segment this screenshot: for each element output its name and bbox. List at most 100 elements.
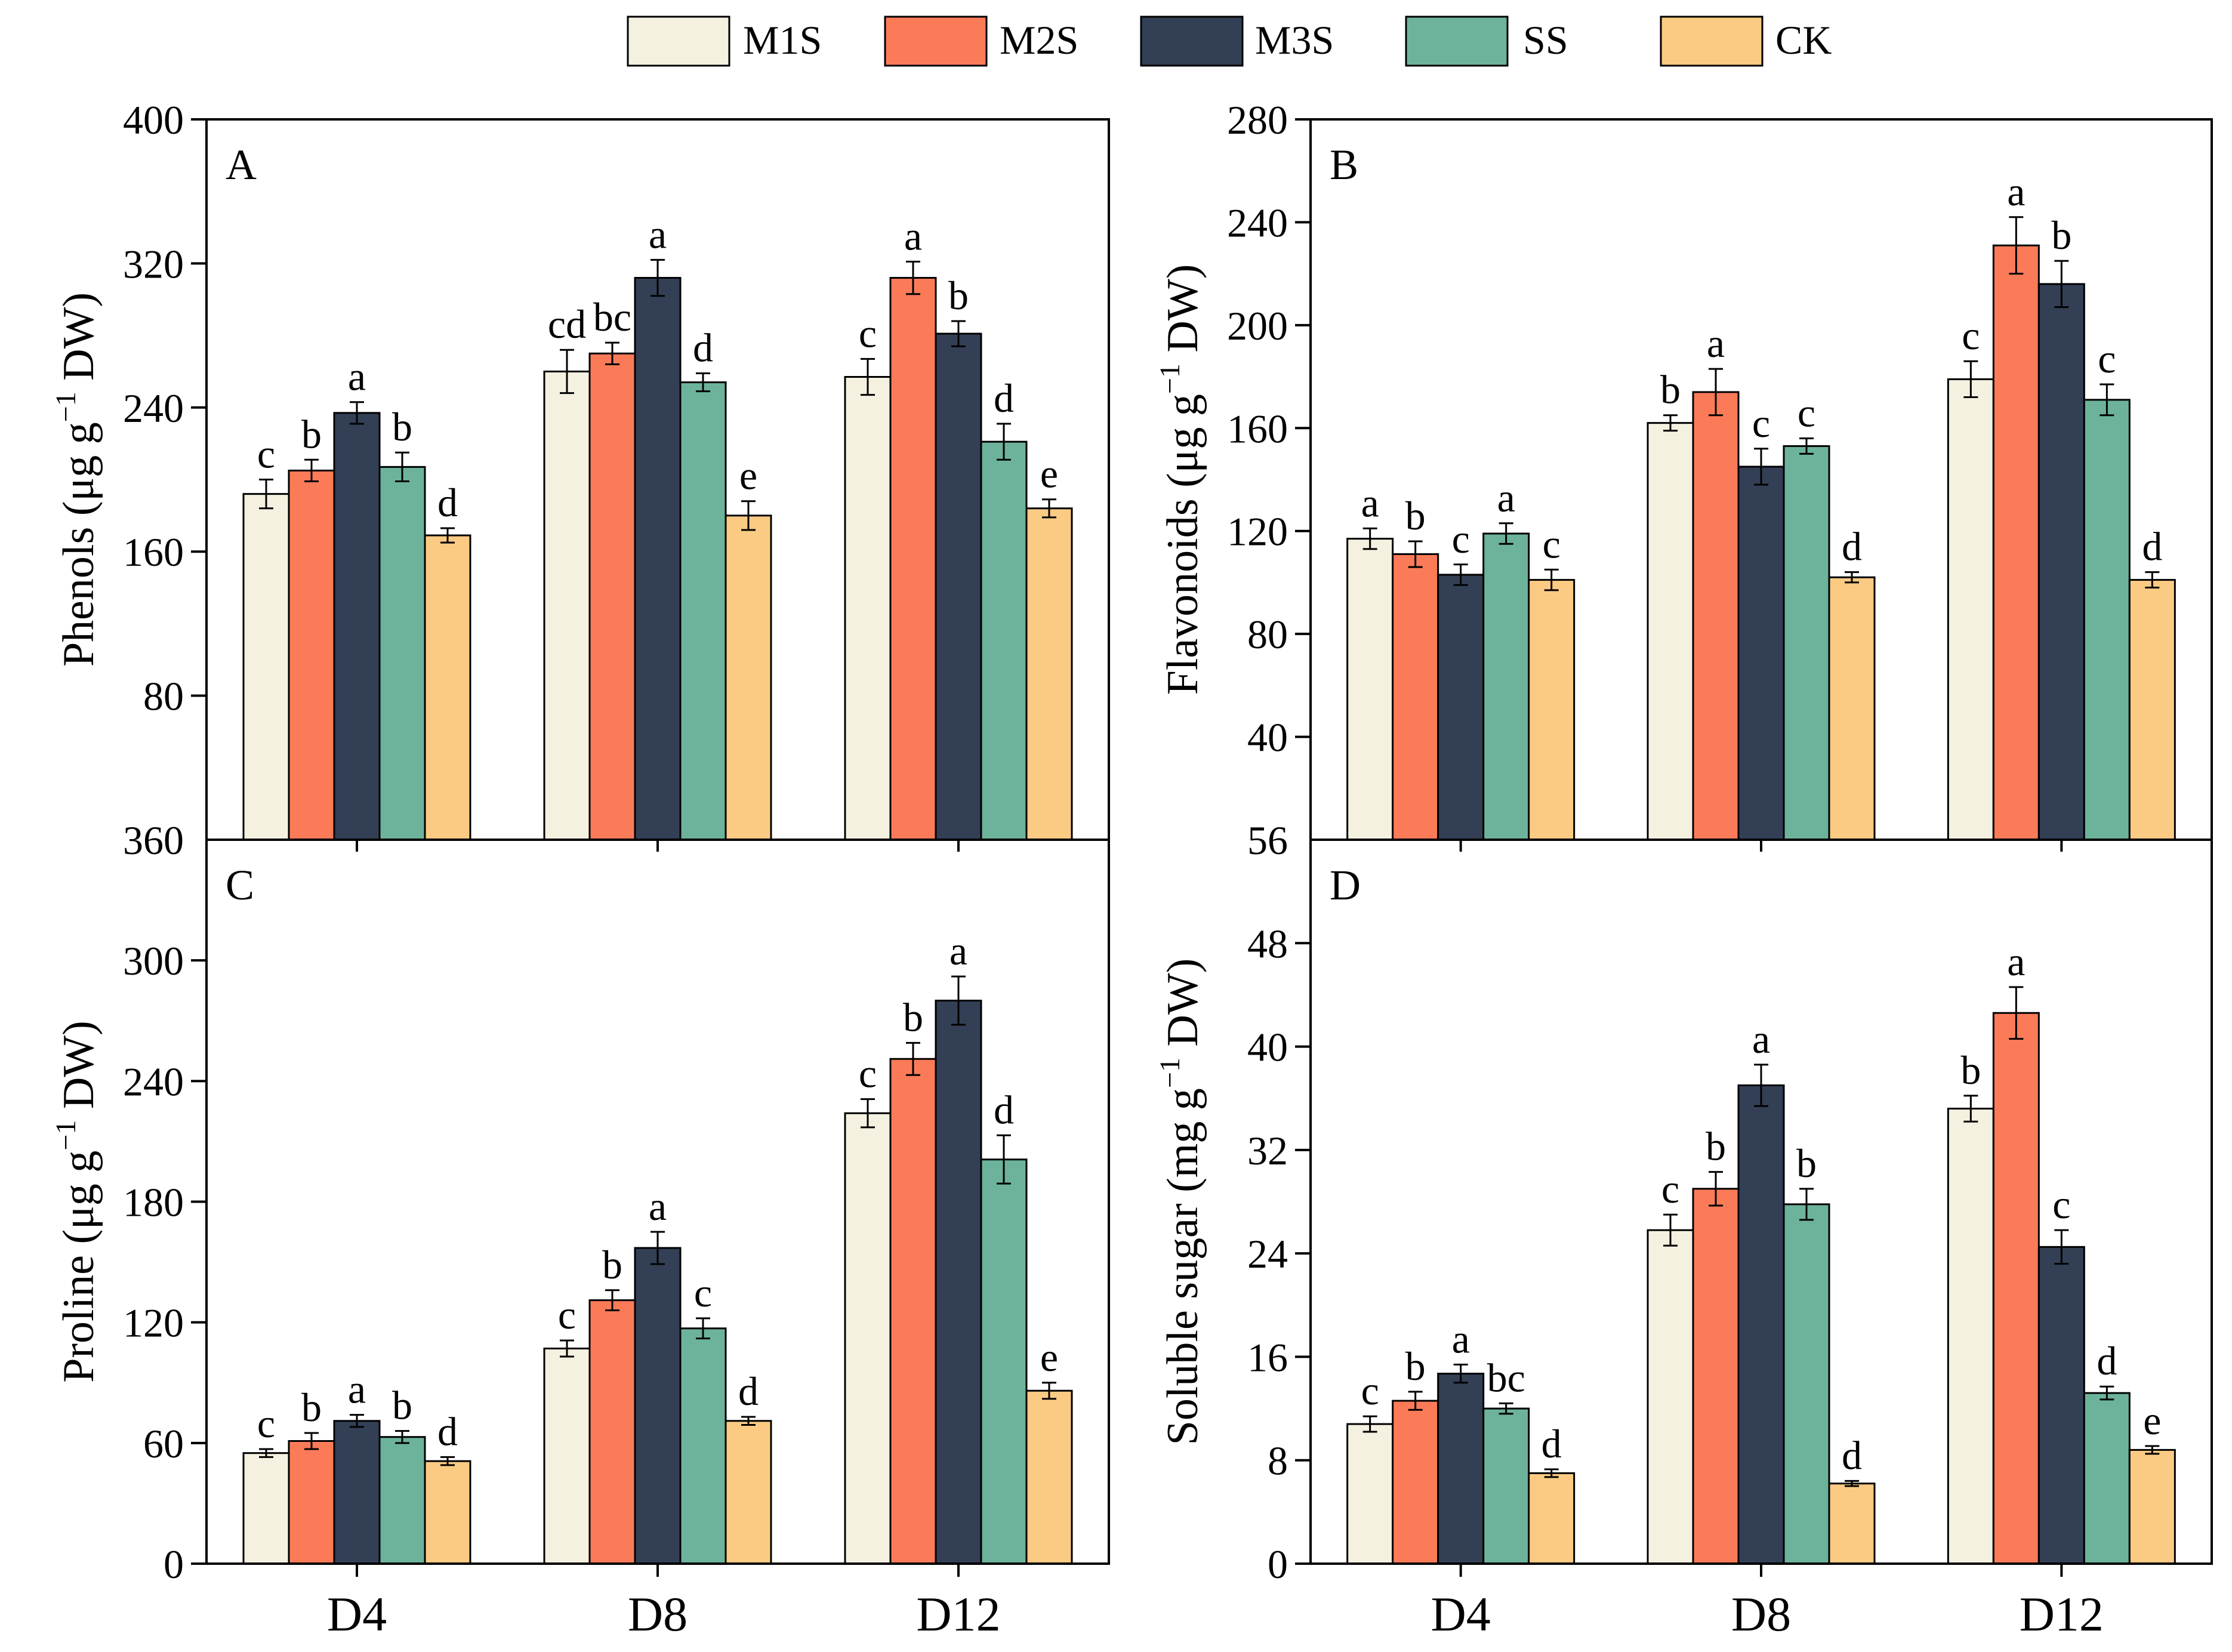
y-axis-label-sup: −1	[1154, 363, 1186, 394]
y-axis-label-sup: −1	[50, 392, 82, 422]
significance-letter: a	[904, 213, 922, 258]
y-tick-label: 24	[1247, 1231, 1288, 1277]
bar-m2s-d8	[1692, 391, 1740, 841]
error-bar	[1663, 414, 1678, 432]
legend-entry-ck: CK	[1660, 16, 1832, 67]
y-tick-label: 60	[143, 1421, 184, 1466]
significance-letter: c	[1661, 1166, 1679, 1212]
significance-letter: c	[859, 1051, 877, 1096]
error-bar	[1544, 568, 1559, 591]
y-tick-label-bottom: 360	[123, 818, 184, 863]
significance-letter: a	[1361, 480, 1379, 525]
significance-letter: b	[301, 411, 322, 457]
error-bar	[906, 1041, 920, 1076]
legend: M1S M2S M3S SS CK	[627, 16, 1832, 67]
error-bar	[1499, 1402, 1513, 1415]
significance-letter: c	[2098, 336, 2116, 381]
error-bar	[1845, 1480, 1859, 1487]
significance-letter: d	[994, 1087, 1014, 1132]
bar-m2s-d4	[1392, 1400, 1439, 1565]
significance-letter: c	[2052, 1182, 2070, 1227]
significance-letter: bc	[593, 294, 631, 340]
y-tick-label: 32	[1247, 1128, 1288, 1173]
bar-m2s-d8	[588, 1299, 636, 1565]
error-bar	[906, 260, 920, 295]
error-bar	[350, 1414, 364, 1428]
legend-entry-m3s: M3S	[1140, 16, 1334, 67]
significance-letter: b	[1706, 1124, 1726, 1169]
error-bar	[1799, 437, 1814, 455]
error-bar	[1042, 498, 1056, 519]
bar-ss-d8	[679, 381, 727, 841]
y-tick-label: 80	[1247, 612, 1288, 657]
bar-ck-d8	[1828, 576, 1876, 841]
error-bar	[1845, 571, 1859, 584]
y-tick-label: 400	[123, 97, 184, 143]
y-tick-label: 180	[123, 1180, 184, 1225]
significance-letter: a	[2007, 939, 2025, 984]
bar-m3s-d12	[935, 332, 982, 841]
bar-m1s-d12	[1947, 1108, 1994, 1565]
y-tick-label: 48	[1247, 921, 1288, 966]
bar-ck-d12	[2128, 579, 2176, 841]
x-tick-label-d8: D8	[1731, 1587, 1791, 1641]
y-tick-label: 200	[1227, 303, 1288, 349]
y-axis-label-main: Flavonoids (μg g	[1158, 394, 1207, 695]
significance-letter: a	[1452, 1316, 1470, 1361]
panel-label: B	[1330, 141, 1358, 189]
significance-letter: d	[1842, 524, 1862, 569]
legend-swatch-m2s	[884, 16, 988, 67]
significance-letter: d	[738, 1369, 759, 1414]
y-tick-label: 240	[123, 1059, 184, 1104]
error-bar	[2054, 260, 2069, 309]
error-bar	[861, 1098, 875, 1129]
bar-ck-d8	[725, 514, 772, 841]
plot-frame	[205, 839, 1110, 1565]
error-bar	[395, 451, 409, 483]
error-bar	[560, 349, 574, 394]
significance-letter: a	[649, 1183, 667, 1229]
y-tick-label: 160	[1227, 406, 1288, 451]
error-bar	[560, 1339, 574, 1358]
y-axis-label: Proline (μg g−1 DW)	[50, 1021, 103, 1383]
plot-frame	[1309, 839, 2213, 1565]
error-bar	[605, 341, 619, 365]
significance-letter: b	[903, 994, 923, 1040]
y-tick-label: 240	[1227, 200, 1288, 245]
bar-m3s-d12	[2037, 1246, 2085, 1565]
error-bar	[440, 527, 455, 544]
significance-letter: a	[649, 211, 667, 257]
bar-m3s-d8	[634, 277, 682, 841]
significance-letter: d	[1842, 1432, 1862, 1478]
x-tick-label-d12: D12	[2020, 1587, 2104, 1641]
y-axis-label-sup: −1	[50, 1120, 82, 1151]
bar-m2s-d4	[1392, 553, 1439, 841]
bar-ck-d4	[424, 534, 471, 841]
y-tick-label: 120	[1227, 509, 1288, 554]
x-tick-label-d8: D8	[628, 1587, 688, 1641]
y-tick-label-bottom: 56	[1247, 818, 1288, 863]
error-bar	[350, 401, 364, 425]
significance-letter: b	[1960, 1047, 1981, 1093]
legend-entry-m2s: M2S	[884, 16, 1078, 67]
error-bar	[259, 1448, 273, 1458]
y-tick-label: 16	[1247, 1334, 1288, 1380]
legend-label-m1s: M1S	[743, 17, 822, 63]
error-bar	[2009, 216, 2024, 275]
y-axis-label-main: Proline (μg g	[54, 1151, 103, 1383]
bar-m3s-d8	[1737, 1084, 1785, 1565]
bar-ss-d4	[378, 1436, 426, 1565]
bar-m1s-d4	[1346, 1423, 1394, 1565]
significance-letter: a	[1497, 475, 1515, 520]
y-tick-label: 80	[143, 674, 184, 719]
error-bar	[997, 423, 1011, 461]
significance-letter: a	[2007, 169, 2025, 214]
bar-m1s-d8	[543, 1347, 591, 1565]
bar-ss-d12	[2083, 1392, 2131, 1565]
bar-m2s-d12	[889, 1058, 937, 1565]
error-bar	[2100, 383, 2114, 417]
bar-m3s-d8	[1737, 466, 1785, 841]
bar-m2s-d8	[588, 352, 636, 841]
